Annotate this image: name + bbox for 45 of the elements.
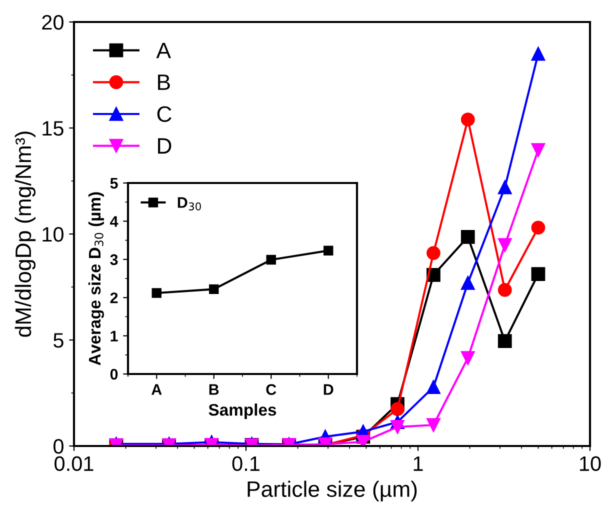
y-tick-label: 0 [54,439,64,454]
point [390,402,404,416]
point [426,246,440,260]
point [324,246,334,256]
point [390,420,404,434]
point [531,267,546,282]
y-tick-label: 1 [110,330,118,342]
x-tick-label: B [209,384,219,395]
point [531,220,546,235]
legend-label: D [158,138,172,154]
point [266,254,276,265]
point [531,46,546,61]
point [152,288,162,298]
point [209,284,219,294]
x-tick-label: 10 [580,456,601,472]
x-tick-label: A [151,384,162,395]
x-tick-label: 0.1 [232,456,260,472]
x-tick-label: D [324,384,334,395]
y-tick-label: 3 [110,254,118,266]
legend-label: A [156,42,171,58]
point [426,418,440,432]
legend-label: B [158,74,170,90]
y-tick-label: 15 [42,121,64,136]
y-tick-label: 10 [42,227,64,242]
y-tick-label: 2 [110,292,118,304]
x-tick-label: 0.01 [54,456,94,472]
point [460,230,475,244]
y-tick-label: 5 [110,178,118,189]
y-tick-label: 5 [54,333,64,348]
point [460,276,475,290]
point [460,112,475,126]
y-tick-label: 20 [42,15,64,30]
y-axis-title: dM/dlogDp (mg/Nm³) [14,132,36,337]
legend-label: C [157,106,172,122]
legend-label: D$_{30}$ [178,197,201,210]
point [460,351,475,365]
y-tick-label: 0 [110,368,118,380]
point [426,380,440,394]
x-tick-label: 1 [414,456,423,471]
y-tick-label: 4 [110,216,118,227]
x-axis-title: Particle size (µm) [248,480,417,502]
point [531,143,546,157]
x-tick-label: C [266,384,276,395]
y-axis-title: Average size D$_{30}$ (µm) [88,192,104,366]
x-axis-title: Samples [208,404,276,420]
